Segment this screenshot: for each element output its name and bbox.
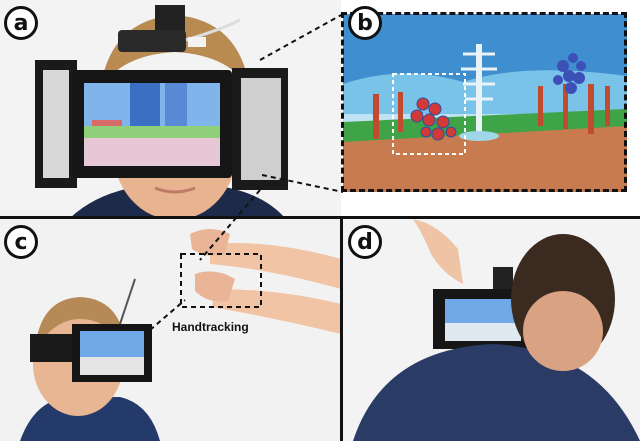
vertical-divider — [340, 216, 343, 441]
panel-c — [0, 219, 341, 441]
panel-b-scene — [343, 14, 627, 192]
panel-label-a: a — [4, 6, 38, 40]
handtracking-label: Handtracking — [172, 320, 249, 334]
panel-label-d: d — [348, 225, 382, 259]
panel-a — [0, 0, 341, 218]
horizontal-divider — [0, 216, 640, 219]
panel-a-photo — [0, 0, 341, 218]
panel-b-border — [341, 12, 627, 192]
panel-b — [343, 14, 627, 192]
panel-d-photo — [343, 219, 640, 441]
panel-c-photo — [0, 219, 341, 441]
panel-label-c: c — [4, 225, 38, 259]
panel-label-b: b — [348, 6, 382, 40]
panel-d — [343, 219, 640, 441]
